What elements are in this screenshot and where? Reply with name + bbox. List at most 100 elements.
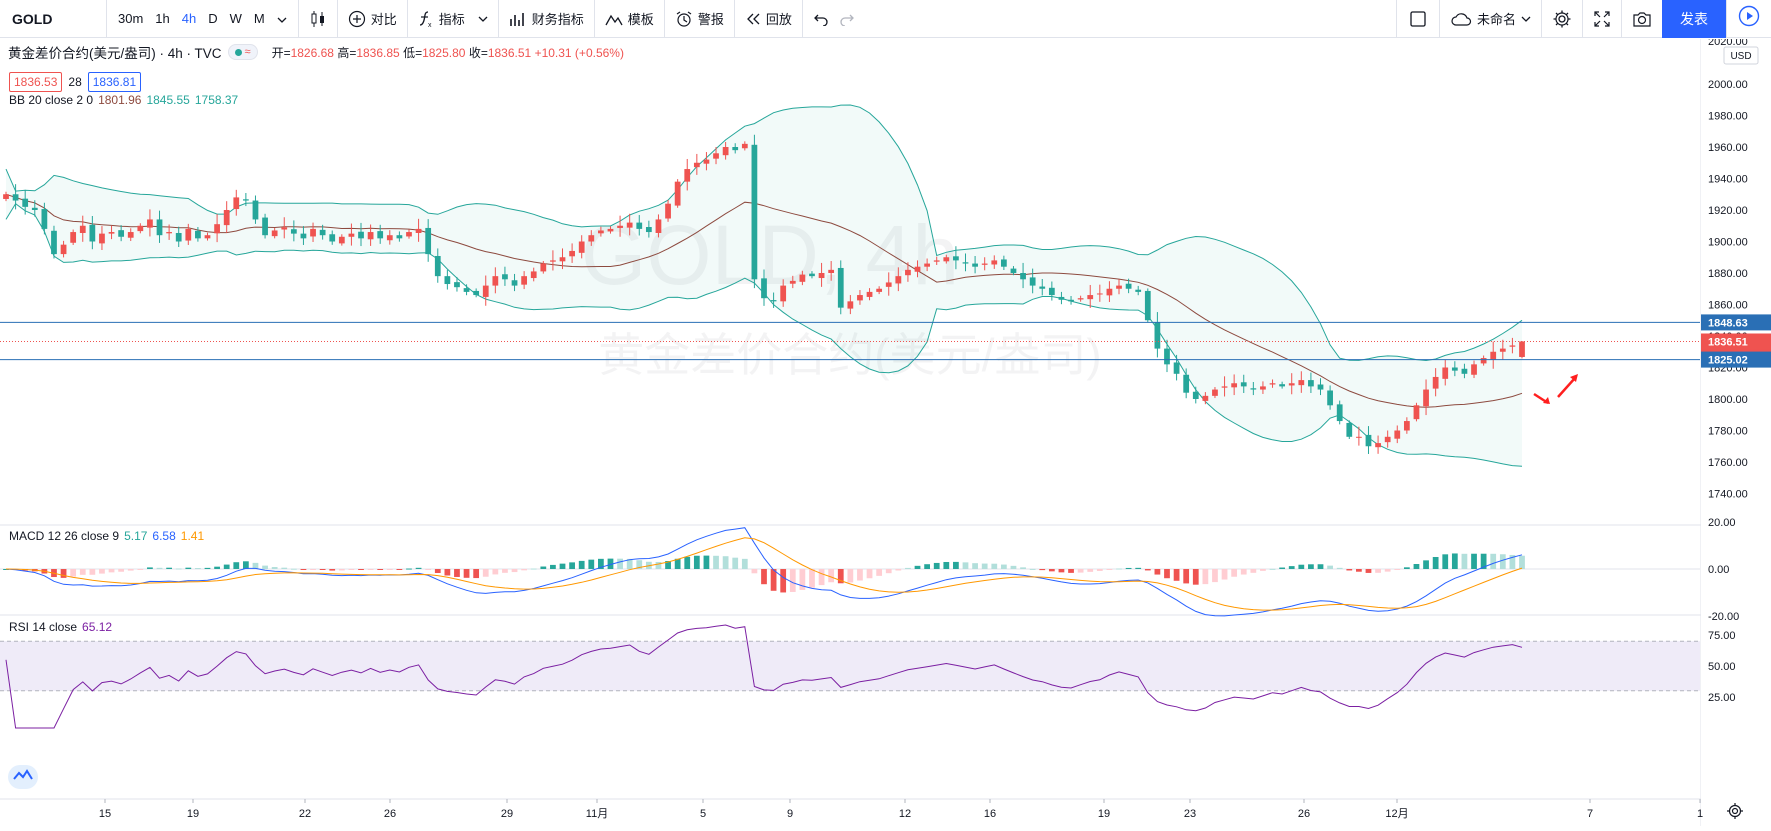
tradingview-logo[interactable] [8, 765, 38, 789]
templates-button[interactable]: 模板 [595, 0, 664, 38]
drawing-arrows[interactable] [1533, 374, 1578, 405]
interval-30m[interactable]: 30m [118, 10, 144, 26]
macd-histogram-bar [530, 568, 537, 570]
candle-body [1039, 286, 1046, 289]
macd-histogram-bar [905, 567, 911, 569]
redo-button[interactable] [839, 0, 865, 38]
bb-legend[interactable]: BB 20 close 2 0 1801.96 1845.55 1758.37 [9, 93, 238, 107]
candle-body [147, 219, 153, 228]
save-layout-button[interactable]: 未命名 [1440, 0, 1541, 38]
alert-button[interactable]: 警报 [665, 0, 734, 38]
axis-settings-button[interactable] [1726, 802, 1746, 822]
macd-histogram-bar [463, 569, 470, 578]
compare-button[interactable]: 对比 [338, 0, 407, 38]
settings-button[interactable] [1542, 0, 1582, 38]
candle-body [1125, 283, 1132, 289]
candle-body [1173, 362, 1180, 374]
market-status-pill[interactable]: ≈ [227, 44, 258, 60]
interval-m[interactable]: M [253, 10, 265, 26]
candle-body [463, 288, 470, 292]
candle-body [1212, 389, 1218, 396]
macd-histogram-bar [598, 558, 604, 569]
play-button[interactable] [1727, 0, 1771, 38]
macd-histogram-bar [281, 567, 288, 569]
macd-histogram-bar [559, 563, 566, 569]
rsi-line [5, 624, 1523, 729]
interval-d[interactable]: D [208, 10, 218, 26]
interval-1h[interactable]: 1h [155, 10, 170, 26]
candle-body [252, 200, 259, 220]
ask-button[interactable]: 1836.81 [87, 72, 142, 92]
macd-pane [0, 527, 1700, 617]
publish-button[interactable]: 发表 [1662, 0, 1726, 38]
macd-histogram-bar [1058, 569, 1065, 573]
candle-body [885, 282, 892, 287]
candle-body [741, 143, 748, 149]
snapshot-button[interactable] [1622, 0, 1662, 38]
macd-histogram-bar [924, 564, 930, 569]
time-axis-label: 12 [899, 808, 911, 820]
logo-wave-icon [13, 768, 33, 786]
fullscreen-button[interactable] [1583, 0, 1621, 38]
undo-button[interactable] [803, 0, 839, 38]
gear-icon [1726, 803, 1744, 824]
candle-body [348, 233, 355, 237]
macd-histogram-bar [550, 564, 556, 569]
macd-histogram-bar [1375, 569, 1381, 573]
high-value: 1836.85 [356, 45, 400, 60]
indicators-label: 指标 [438, 12, 465, 27]
toolbar-divider [1582, 0, 1583, 38]
price-axis-label: 1900.00 [1708, 237, 1748, 249]
macd-histogram-bar [242, 561, 249, 569]
macd-histogram-bar [1135, 567, 1142, 569]
candle-body [185, 228, 192, 241]
toolbar-divider [497, 0, 499, 38]
macd-histogram-bar [953, 561, 959, 569]
candle-body [290, 229, 297, 234]
candle-body [607, 228, 614, 232]
candle-body [175, 232, 182, 242]
macd-histogram-bar [636, 560, 643, 569]
macd-histogram-bar [175, 568, 182, 570]
low-value: 1825.80 [422, 45, 466, 60]
interval-w[interactable]: W [229, 10, 242, 26]
candle-body [847, 301, 854, 309]
rsi-legend[interactable]: RSI 14 close 65.12 [9, 620, 112, 634]
red-arrow-up[interactable] [1557, 377, 1576, 398]
fullscreen-icon [1593, 10, 1611, 28]
candle-body [693, 162, 700, 168]
bid-button[interactable]: 1836.53 [9, 72, 63, 92]
interval-4h[interactable]: 4h [181, 10, 197, 26]
macd-histogram-bar [1068, 569, 1074, 573]
macd-histogram-bar [674, 558, 681, 569]
chart-type-button[interactable] [299, 0, 337, 38]
macd-histogram-bar [195, 568, 201, 570]
layout-select-button[interactable] [1397, 0, 1439, 38]
candle-body [1451, 367, 1458, 371]
candle-body [406, 232, 412, 237]
price-axis-label: 1740.00 [1708, 489, 1748, 501]
time-axis-label: 15 [99, 808, 111, 820]
chart-canvas[interactable]: GOLD, 4h 黄金差价合约(美元/盎司) 2000.001980.00196… [0, 36, 1771, 826]
interval-dropdown-chevron-icon[interactable] [272, 6, 292, 32]
macd-histogram-bar [233, 562, 240, 569]
candle-body [223, 210, 230, 226]
indicators-button[interactable]: x 指标 [408, 0, 498, 38]
financials-button[interactable]: 财务指标 [499, 0, 594, 38]
candle-body [569, 250, 575, 257]
candle-body [598, 230, 604, 234]
line-upper-label: 1848.63 [1708, 317, 1748, 329]
candles-icon [309, 9, 327, 29]
replay-button[interactable]: 回放 [735, 0, 802, 38]
macd-histogram-bar [204, 567, 211, 569]
macd-histogram-bar [127, 569, 134, 571]
close-key: 收= [468, 45, 488, 60]
macd-histogram-bar [1087, 569, 1094, 572]
macd-legend[interactable]: MACD 12 26 close 9 5.17 6.58 1.41 [9, 529, 204, 543]
macd-histogram-bar [1413, 564, 1420, 569]
chart-area[interactable]: GOLD, 4h 黄金差价合约(美元/盎司) 2000.00 1980.00 196… [0, 36, 1771, 826]
candles [3, 134, 1525, 454]
symbol-search[interactable]: GOLD [12, 10, 53, 27]
horizontal-lines[interactable] [0, 321, 1700, 361]
templates-label: 模板 [627, 12, 654, 27]
